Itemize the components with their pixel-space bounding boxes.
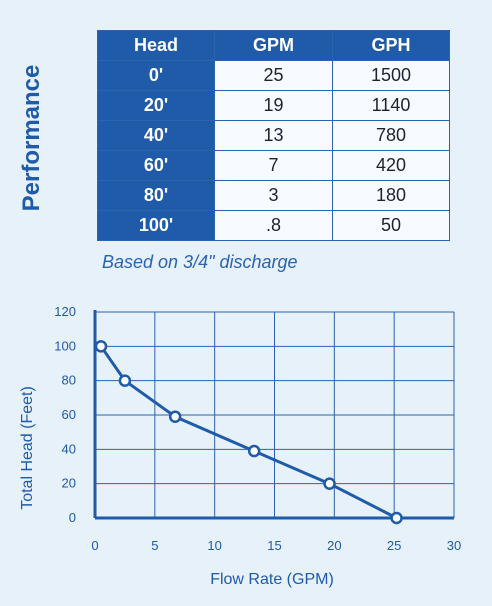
column-header-head: Head [97,30,215,61]
y-tick-label: 80 [62,373,76,388]
chart-grid [95,311,455,518]
gph-cell: 1500 [332,60,450,91]
x-tick-label: 20 [327,538,341,553]
y-tick-label: 0 [69,510,76,525]
table-header-row: Head GPM GPH [97,30,450,61]
x-tick-label: 5 [151,538,158,553]
gpm-cell: .8 [214,210,333,241]
y-tick-label: 20 [62,476,76,491]
performance-curve-line [99,345,398,520]
head-cell: 80' [97,180,215,211]
gph-cell: 1140 [332,90,450,121]
side-title: Performance [18,64,45,212]
head-cell: 100' [97,210,215,241]
gpm-cell: 7 [214,150,333,181]
gpm-cell: 25 [214,60,333,91]
x-tick-label: 15 [267,538,281,553]
data-point-marker [94,340,108,353]
data-point-marker [247,444,261,458]
gpm-cell: 3 [214,180,333,211]
gph-cell: 50 [332,210,450,241]
gph-cell: 780 [332,120,450,151]
chart-tick-labels: 0 5 10 15 20 25 30 0 20 40 60 80 100 120 [54,304,461,553]
x-tick-label: 10 [207,538,221,553]
head-cell: 20' [97,90,215,121]
chart-series [94,340,403,525]
y-axis-title: Total Head (Feet) [19,386,36,510]
y-tick-label: 60 [62,407,76,422]
data-point-marker [323,477,336,490]
x-tick-label: 25 [387,538,401,553]
gpm-cell: 19 [214,90,333,121]
y-tick-label: 40 [62,441,76,456]
data-point-marker [390,511,403,525]
data-point-marker [168,410,182,423]
y-tick-label: 120 [54,304,76,319]
data-point-marker [118,374,132,387]
table-row: 20' 19 1140 [97,90,450,121]
table-row: 0' 25 1500 [97,60,450,91]
gpm-cell: 13 [214,120,333,151]
table-row: 80' 3 180 [97,180,450,211]
table-row: 100' .8 50 [97,210,450,241]
x-axis-title: Flow Rate (GPM) [210,571,334,588]
performance-curve-chart: 0 5 10 15 20 25 30 0 20 40 60 80 100 120 Flow Rate (G… [19,304,461,588]
head-cell: 60' [97,150,215,181]
head-cell: 40' [97,120,215,151]
column-header-gpm: GPM [214,30,333,61]
table-row: 40' 13 780 [97,120,450,151]
table-row: 60' 7 420 [97,150,450,181]
head-cell: 0' [97,60,215,91]
y-tick-label: 100 [54,338,76,353]
x-tick-label: 0 [91,538,98,553]
gph-cell: 420 [332,150,450,181]
column-header-gph: GPH [332,30,450,61]
gph-cell: 180 [332,180,450,211]
x-tick-label: 30 [447,538,461,553]
discharge-note: Based on 3/4" discharge [102,252,298,272]
performance-table: Head GPM GPH 0' 25 1500 20' 19 1140 40' … [97,30,450,241]
